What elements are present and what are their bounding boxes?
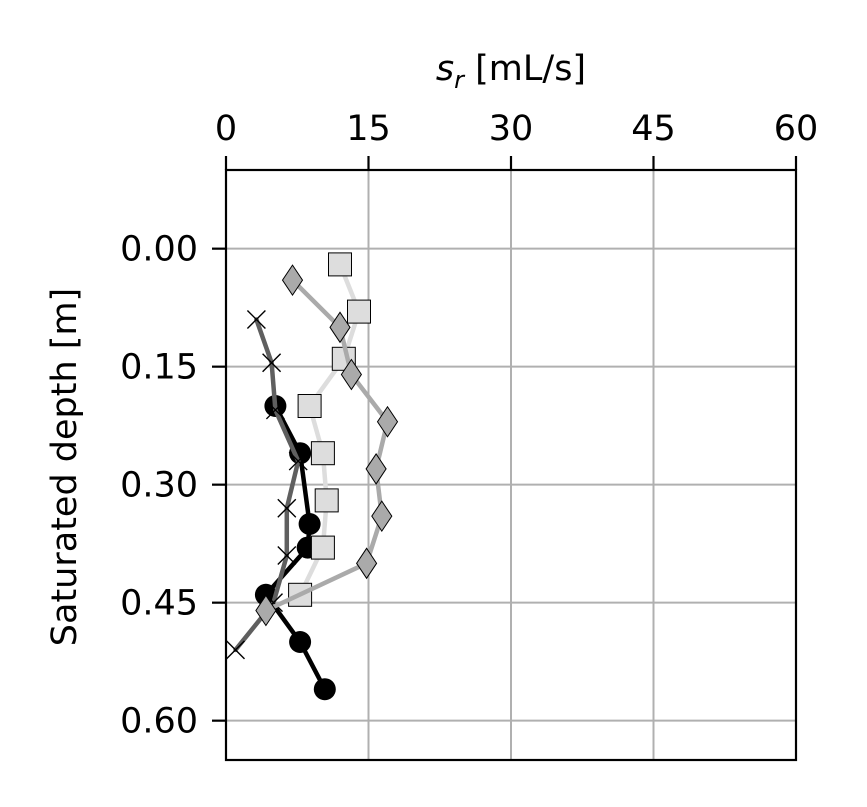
data-point-stroke: [288, 451, 308, 471]
data-point: [328, 252, 352, 277]
data-point: [277, 498, 297, 518]
data-point: [365, 453, 387, 485]
data-point-stroke: [277, 545, 297, 565]
data-point: [313, 678, 336, 701]
x-axis-title-unit: [mL/s]: [464, 49, 586, 89]
y-tick-label: 0.15: [120, 348, 198, 388]
data-point: [376, 405, 399, 438]
series-diamond: [255, 264, 399, 627]
data-point: [297, 394, 322, 418]
data-point: [226, 640, 245, 660]
data-point: [277, 545, 297, 565]
data-point-stroke: [246, 309, 266, 329]
series-line: [233, 317, 301, 653]
data-point: [289, 631, 312, 653]
data-point-stroke: [262, 353, 282, 373]
data-point: [310, 535, 335, 560]
x-tick-label: 0: [215, 109, 237, 149]
x-tick-label: 45: [631, 109, 676, 149]
x-axis-title: sr [mL/s]: [436, 49, 586, 94]
data-point: [281, 264, 304, 297]
data-point: [355, 547, 378, 580]
data-point: [314, 488, 339, 513]
data-point: [246, 309, 266, 329]
x-tick-label: 60: [774, 109, 819, 149]
data-point: [265, 400, 285, 420]
y-tick-label: 0.00: [120, 230, 198, 270]
data-point: [371, 500, 393, 533]
data-point-stroke: [265, 400, 285, 420]
series-x: [226, 309, 308, 660]
data-point: [310, 441, 335, 466]
data-point: [347, 299, 371, 324]
data-point-stroke: [226, 640, 245, 660]
x-axis-title-subscript: r: [454, 66, 466, 94]
y-tick-label: 0.30: [120, 466, 198, 506]
data-point: [255, 594, 277, 627]
axis-ticks: 0 15 30 45 60 0.00 0.15 0.30 0.45 0.60: [120, 109, 818, 742]
y-tick-label: 0.60: [120, 702, 198, 742]
x-tick-label: 30: [489, 109, 534, 149]
x-tick-label: 15: [346, 109, 391, 149]
data-point: [262, 353, 282, 373]
x-axis-title-symbol: s: [436, 49, 454, 89]
data-point: [288, 451, 308, 471]
y-tick-label: 0.45: [120, 584, 198, 624]
y-axis-title: Saturated depth [m]: [45, 288, 85, 646]
data-point: [329, 311, 351, 344]
data-point-stroke: [277, 498, 297, 518]
data-point: [340, 358, 363, 391]
data-series: [226, 252, 399, 701]
data-point: [298, 513, 321, 535]
series-square: [288, 252, 371, 607]
